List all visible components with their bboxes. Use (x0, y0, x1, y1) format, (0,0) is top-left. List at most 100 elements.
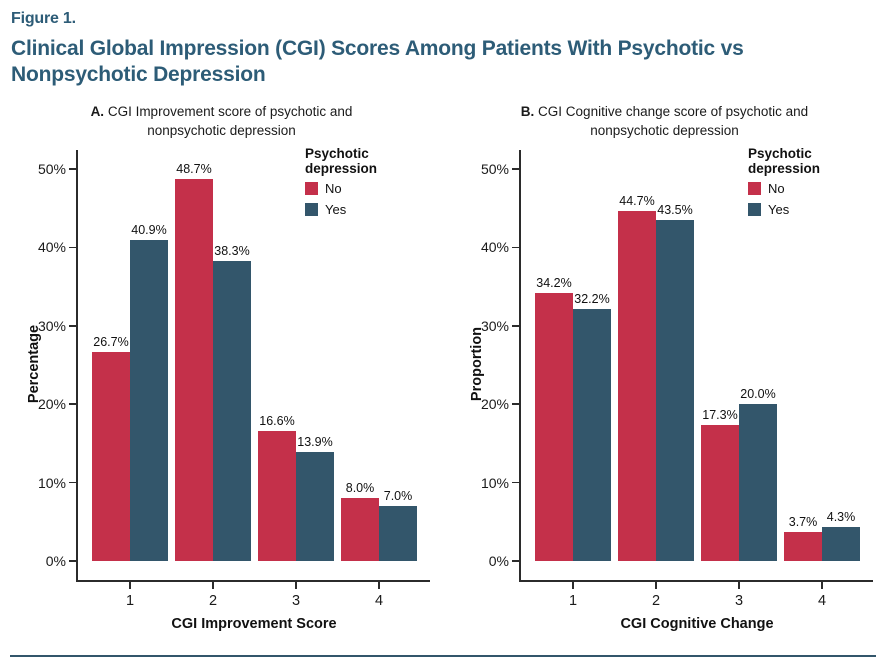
legend-label: No (768, 181, 785, 196)
value-label: 32.2% (574, 291, 610, 306)
value-label: 13.9% (297, 435, 333, 450)
panel-letter: B. (520, 104, 535, 119)
y-tick-label: 0% (488, 553, 509, 569)
value-label: 26.7% (93, 334, 129, 349)
bar-yes-cat4 (379, 506, 417, 561)
x-axis-line (519, 580, 873, 582)
y-tick-mark (512, 560, 520, 562)
legend-label: No (325, 181, 342, 196)
x-tick-label: 1 (125, 593, 135, 609)
value-label: 8.0% (345, 481, 375, 496)
x-tick-mark (295, 581, 297, 589)
y-tick-label: 20% (37, 396, 66, 413)
x-tick-mark (378, 581, 380, 589)
y-tick-label: 40% (480, 239, 509, 256)
panel-title: B. CGI Cognitive change score of psychot… (520, 104, 809, 138)
figure-title-line2: Nonpsychotic Depression (11, 63, 266, 86)
bar-no-cat4 (784, 531, 822, 561)
x-tick-mark (129, 581, 131, 589)
legend-item-no: No (305, 181, 443, 196)
bottom-rule (10, 655, 876, 657)
y-tick-label: 30% (480, 317, 509, 334)
y-tick-label: 10% (37, 474, 66, 491)
bar-no-cat1 (92, 351, 130, 561)
y-tick-mark (69, 168, 77, 170)
legend-label: Yes (325, 202, 347, 217)
x-tick-mark (572, 581, 574, 589)
legend: Psychotic depression No Yes (748, 146, 886, 223)
y-tick-mark (512, 325, 520, 327)
panel-title: A. CGI Improvement score of psychotic an… (90, 104, 353, 138)
x-axis-title: CGI Cognitive Change (620, 616, 774, 632)
x-axis-line (76, 580, 430, 582)
bar-no-cat1 (535, 292, 573, 561)
y-tick-mark (69, 246, 77, 249)
value-label: 34.2% (536, 275, 572, 290)
legend-item-yes: Yes (748, 202, 886, 217)
bar-no-cat2 (618, 210, 656, 561)
bar-yes-cat4 (822, 527, 860, 561)
value-label: 38.3% (214, 243, 250, 258)
y-tick-mark (69, 560, 77, 562)
legend-swatch-yes (305, 203, 318, 216)
value-label: 48.7% (176, 162, 212, 177)
panel-letter: A. (90, 104, 105, 119)
value-label: 16.6% (259, 413, 295, 428)
y-tick-mark (69, 325, 77, 327)
y-axis-line (519, 150, 521, 582)
value-label: 40.9% (131, 223, 167, 238)
bar-no-cat3 (258, 430, 296, 561)
y-tick-label: 40% (37, 239, 66, 256)
x-tick-label: 4 (817, 593, 827, 609)
figure-label: Figure 1. (11, 10, 76, 27)
bar-yes-cat2 (656, 219, 694, 561)
x-tick-mark (655, 581, 657, 589)
x-tick-mark (738, 581, 740, 589)
y-tick-label: 10% (480, 474, 509, 491)
bar-yes-cat2 (213, 260, 251, 561)
bar-yes-cat1 (130, 240, 168, 561)
x-tick-label: 1 (568, 593, 578, 609)
x-tick-label: 3 (734, 593, 744, 609)
x-tick-label: 4 (374, 593, 384, 609)
y-tick-mark (69, 403, 77, 405)
x-tick-label: 2 (651, 593, 661, 609)
y-axis-line (76, 150, 78, 582)
value-label: 20.0% (740, 387, 776, 402)
y-tick-mark (512, 403, 520, 405)
value-label: 7.0% (383, 489, 413, 504)
legend-title: Psychotic depression (305, 146, 378, 176)
value-label: 17.3% (702, 408, 738, 423)
value-label: 44.7% (619, 193, 655, 208)
legend-item-yes: Yes (305, 202, 443, 217)
y-tick-label: 0% (45, 553, 66, 569)
figure-title-line1: Clinical Global Impression (CGI) Scores … (11, 37, 744, 60)
legend-swatch-no (748, 182, 761, 195)
value-label: 43.5% (657, 202, 693, 217)
y-tick-label: 50% (480, 161, 509, 177)
bar-yes-cat3 (296, 452, 334, 561)
y-tick-mark (512, 168, 520, 170)
value-label: 3.7% (788, 514, 818, 529)
x-tick-mark (821, 581, 823, 589)
legend-swatch-yes (748, 203, 761, 216)
legend-item-no: No (748, 181, 886, 196)
bar-no-cat4 (341, 498, 379, 561)
x-axis-title: CGI Improvement Score (171, 616, 337, 632)
y-tick-label: 30% (37, 317, 66, 334)
value-label: 4.3% (826, 510, 856, 525)
x-tick-label: 3 (291, 593, 301, 609)
bar-yes-cat3 (739, 404, 777, 561)
figure-title: Clinical Global Impression (CGI) Scores … (11, 36, 831, 88)
y-tick-mark (512, 481, 520, 484)
x-tick-mark (212, 581, 214, 589)
y-axis-title: Percentage (26, 324, 42, 404)
y-tick-mark (69, 481, 77, 484)
bar-no-cat3 (701, 425, 739, 561)
legend-title: Psychotic depression (748, 146, 821, 176)
legend-label: Yes (768, 202, 790, 217)
y-axis-title: Proportion (469, 326, 485, 402)
legend: Psychotic depression No Yes (305, 146, 443, 223)
y-tick-label: 50% (37, 161, 66, 177)
